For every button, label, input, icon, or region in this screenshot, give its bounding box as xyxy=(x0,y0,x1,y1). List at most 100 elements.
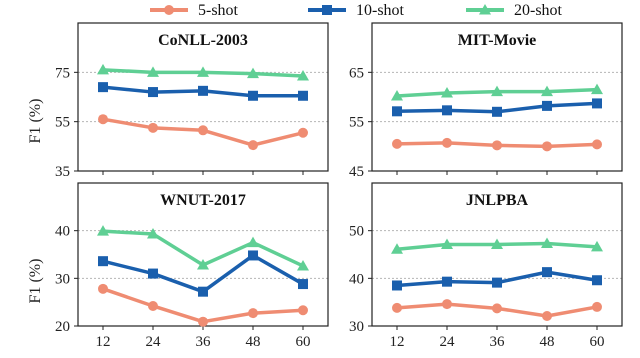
series-5-shot xyxy=(392,299,602,321)
data-point xyxy=(298,305,308,316)
data-point xyxy=(591,83,603,95)
series-20-shot xyxy=(391,83,603,101)
x-tick-label: 36 xyxy=(196,334,212,350)
legend-marker-icon xyxy=(479,4,491,15)
y-tick-label: 55 xyxy=(349,115,364,131)
series-10-shot xyxy=(392,267,602,291)
panel-JNLPBA: 30 40 50 12 24 36 48 60 JNLPBA xyxy=(349,182,623,350)
y-tick-label: 45 xyxy=(349,164,364,180)
y-tick-label: 30 xyxy=(349,319,364,335)
data-point xyxy=(248,308,258,319)
x-tick-label: 12 xyxy=(390,334,405,350)
data-point xyxy=(391,243,403,254)
data-point xyxy=(98,256,108,267)
y-tick-label: 40 xyxy=(349,271,364,287)
data-point xyxy=(298,127,308,138)
panel-title: JNLPBA xyxy=(466,192,529,209)
data-point xyxy=(592,98,602,109)
series-10-shot xyxy=(98,82,308,101)
panel-title: CoNLL-2003 xyxy=(158,32,248,49)
y-tick-label: 65 xyxy=(349,65,364,81)
data-point xyxy=(442,276,452,287)
data-point xyxy=(297,259,309,271)
legend-label: 10-shot xyxy=(356,2,405,19)
series-10-shot xyxy=(98,250,308,297)
data-point xyxy=(591,240,603,252)
data-point xyxy=(248,90,258,101)
data-point xyxy=(491,238,503,249)
data-point xyxy=(492,106,502,117)
series-20-shot xyxy=(97,63,309,81)
data-point xyxy=(441,238,453,249)
data-point xyxy=(148,122,158,133)
y-tick-label: 40 xyxy=(55,224,70,240)
data-point xyxy=(98,114,108,125)
legend-label: 20-shot xyxy=(514,2,563,19)
data-point xyxy=(198,316,208,327)
data-point xyxy=(592,139,602,150)
x-tick-label: 48 xyxy=(246,334,261,350)
legend-marker-icon xyxy=(322,5,332,15)
data-point xyxy=(391,90,403,101)
series-5-shot xyxy=(98,114,308,151)
x-tick-label: 60 xyxy=(590,334,605,350)
legend: 5-shot 10-shot 20-shot xyxy=(150,2,563,19)
data-point xyxy=(97,63,109,75)
data-point xyxy=(442,105,452,116)
x-tick-label: 24 xyxy=(440,334,456,350)
data-point xyxy=(392,280,402,291)
legend-item-20-shot: 20-shot xyxy=(466,2,563,19)
data-point xyxy=(198,286,208,297)
data-point xyxy=(197,258,209,270)
data-point xyxy=(248,140,258,151)
data-point xyxy=(197,66,209,77)
x-tick-label: 48 xyxy=(540,334,555,350)
series-5-shot xyxy=(98,283,308,327)
y-tick-label: 35 xyxy=(55,164,70,180)
x-tick-label: 24 xyxy=(146,334,162,350)
data-point xyxy=(297,70,309,81)
data-point xyxy=(492,140,502,151)
data-point xyxy=(592,275,602,286)
data-point xyxy=(148,87,158,98)
data-point xyxy=(542,141,552,152)
data-point xyxy=(98,82,108,93)
data-point xyxy=(542,100,552,111)
data-point xyxy=(441,87,453,98)
data-point xyxy=(298,279,308,290)
data-point xyxy=(247,236,259,248)
data-point xyxy=(392,302,402,313)
y-axis-label-bottom: F1 (%) xyxy=(27,259,44,304)
data-point xyxy=(541,85,553,97)
y-tick-label: 50 xyxy=(349,224,364,240)
legend-label: 5-shot xyxy=(198,2,239,19)
panel-WNUT-2017: 20 30 40 12 24 36 48 60 WNUT-2017 xyxy=(55,182,329,350)
y-axis-label-top: F1 (%) xyxy=(27,99,44,144)
series-20-shot xyxy=(391,237,603,254)
data-point xyxy=(98,283,108,294)
data-point xyxy=(248,250,258,261)
data-point xyxy=(148,268,158,279)
data-point xyxy=(541,237,553,249)
data-point xyxy=(491,85,503,97)
data-point xyxy=(198,85,208,96)
x-tick-label: 12 xyxy=(96,334,111,350)
data-point xyxy=(442,299,452,310)
data-point xyxy=(148,300,158,311)
series-20-shot xyxy=(97,225,309,271)
legend-item-10-shot: 10-shot xyxy=(308,2,405,19)
data-point xyxy=(198,125,208,136)
panel-title: WNUT-2017 xyxy=(160,192,246,209)
y-tick-label: 75 xyxy=(55,65,70,81)
data-point xyxy=(442,137,452,148)
data-point xyxy=(147,228,159,239)
data-point xyxy=(492,303,502,314)
panel-MIT-Movie: 45 55 65 MIT-Movie xyxy=(349,22,623,180)
data-point xyxy=(592,301,602,312)
data-point xyxy=(392,106,402,117)
data-point xyxy=(492,277,502,288)
legend-item-5-shot: 5-shot xyxy=(150,2,239,19)
series-5-shot xyxy=(392,137,602,152)
